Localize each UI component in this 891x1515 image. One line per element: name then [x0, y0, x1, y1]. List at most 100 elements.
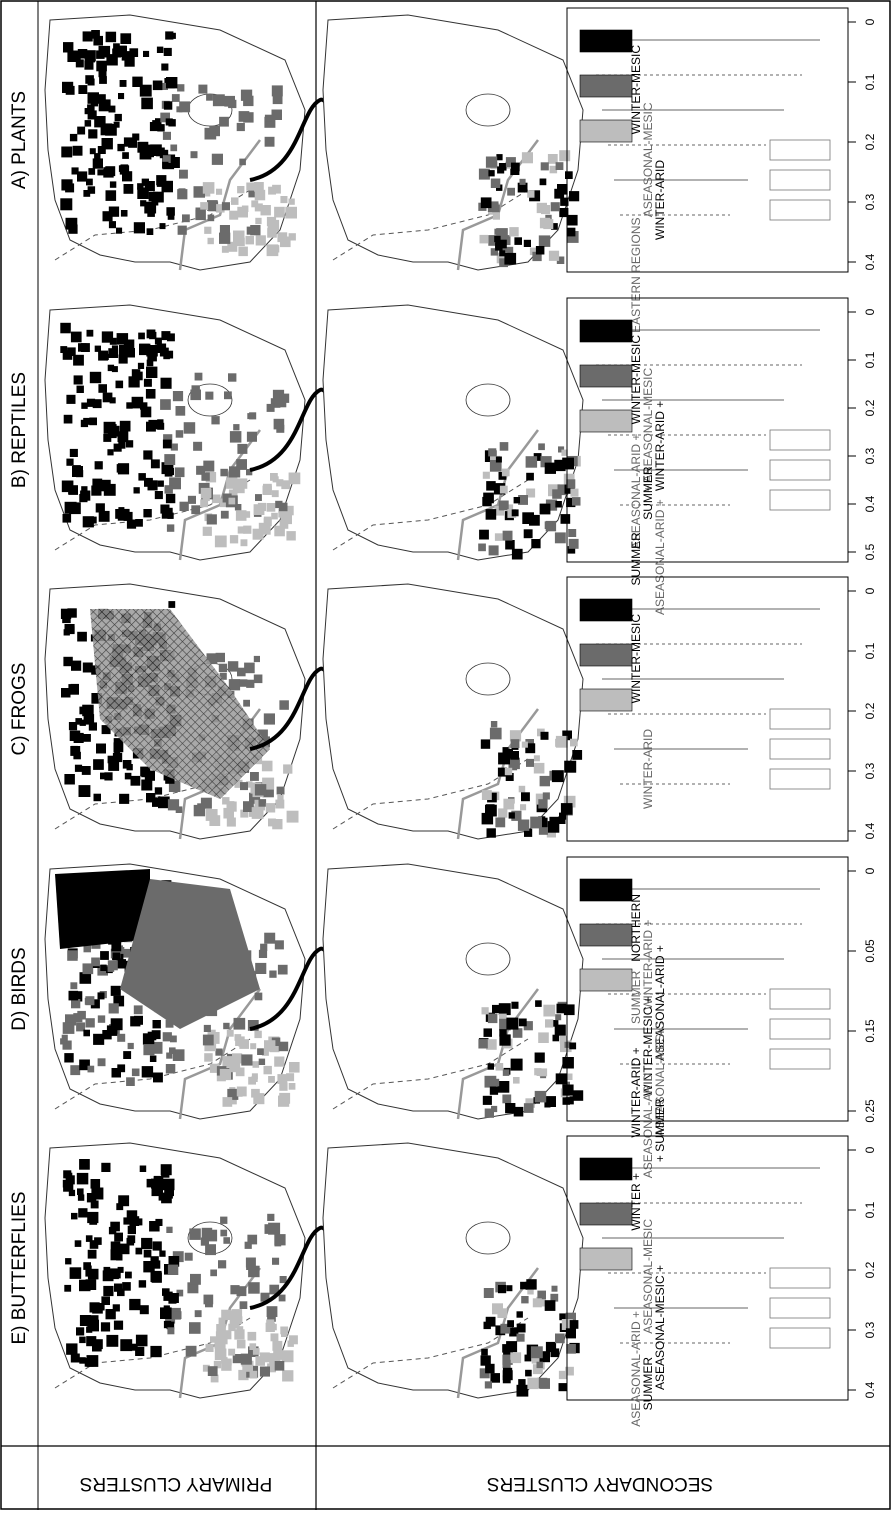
map-cell [146, 228, 154, 235]
map-cells [478, 1000, 584, 1118]
map-cell [239, 158, 246, 166]
map-cell [237, 186, 245, 194]
map-cell [220, 510, 229, 519]
map-cell [547, 821, 560, 833]
map-outline [322, 863, 584, 1120]
map-cell [275, 799, 285, 809]
map-cell [143, 450, 153, 460]
map-cell [267, 1313, 276, 1322]
axis-tick-label: 0.2 [863, 1261, 877, 1278]
map-cell [539, 503, 551, 515]
map-cell [162, 1032, 172, 1042]
map-cell [227, 241, 238, 252]
map-cell [175, 430, 184, 438]
map-cell [265, 803, 276, 813]
map-cell [241, 205, 249, 212]
map-cell [496, 154, 503, 161]
map-cell [236, 478, 248, 489]
map-cell [167, 1327, 175, 1335]
map-cell [485, 804, 497, 817]
map-cell [97, 1303, 105, 1311]
map-cell [544, 1300, 556, 1311]
map-cell [563, 795, 576, 808]
map-cell [499, 485, 508, 494]
map-cell [562, 457, 574, 470]
panel-title: A) PLANTS [9, 91, 30, 189]
map-cell [278, 1041, 289, 1052]
map-cell [139, 1305, 149, 1315]
map-cell [499, 1034, 511, 1046]
map-cell [263, 1065, 272, 1075]
map-cell [215, 652, 225, 663]
map-cell [85, 1235, 93, 1242]
map-cell [152, 1241, 162, 1251]
map-cell [143, 1249, 152, 1258]
map-cell [514, 237, 522, 245]
map-cell [101, 138, 113, 150]
dendrogram-frame [566, 856, 849, 1122]
map-cell [489, 727, 502, 740]
map-cell [542, 792, 550, 800]
map-cell [247, 1234, 258, 1245]
map-cell [277, 795, 284, 802]
axis-tick-label: 0.2 [863, 133, 877, 150]
map-cell [481, 790, 492, 800]
map-cell [543, 1004, 556, 1017]
map-cell [266, 503, 276, 512]
map-cell [286, 810, 299, 823]
map-cell [520, 804, 527, 811]
map-cell [100, 772, 107, 780]
dendrogram: 0 0.1 0.2 0.3 0.4 WINTER-MESIC WINTER-ARID [566, 576, 877, 842]
map-dashed-boundary [332, 189, 529, 261]
map-cell [168, 1293, 179, 1303]
map-cell [143, 1261, 155, 1273]
map-cell [538, 825, 548, 835]
map-cell [264, 116, 276, 128]
map-cell [98, 94, 106, 102]
map-cell [76, 1022, 86, 1032]
cluster-bar [579, 878, 633, 902]
map-cell [238, 1369, 249, 1381]
map-cell [166, 1226, 173, 1233]
map-cell [511, 548, 523, 560]
map-cell [165, 350, 174, 359]
map-cell [488, 545, 499, 556]
map-cell [492, 1004, 501, 1014]
map-cell [228, 489, 238, 499]
map-cell [98, 510, 110, 522]
map-cell [70, 1353, 80, 1363]
map-cell [244, 1241, 252, 1249]
panel-title: C) FROGS [9, 663, 30, 756]
map-cell [82, 704, 94, 717]
map-cell [560, 514, 571, 524]
map-cell [166, 1321, 175, 1330]
map-cell [97, 992, 105, 1000]
map-cell [496, 228, 508, 240]
map-cell [261, 1048, 269, 1056]
map-cell [66, 1343, 78, 1355]
map-cell [237, 667, 246, 677]
map-cell [545, 499, 558, 511]
map-cell [499, 1029, 507, 1037]
map-cell [572, 750, 583, 760]
map-cell [141, 1237, 153, 1250]
map-cell [483, 1321, 491, 1330]
panel-title: D) BIRDS [9, 947, 30, 1030]
map-cell [248, 190, 256, 198]
map-cell [86, 398, 96, 407]
map-cell [274, 1056, 285, 1067]
map-cell [510, 739, 520, 748]
map-cell [63, 414, 73, 424]
map-cell [279, 1082, 288, 1091]
axis-tick-label: 0.2 [863, 702, 877, 719]
secondary-map [322, 1142, 584, 1399]
map-cell [533, 762, 545, 774]
map-cell [536, 202, 547, 214]
map-cell [71, 745, 78, 753]
map-cell [568, 529, 577, 537]
map-cell [211, 153, 223, 165]
map-cell [280, 236, 291, 248]
map-cell [510, 1058, 523, 1071]
